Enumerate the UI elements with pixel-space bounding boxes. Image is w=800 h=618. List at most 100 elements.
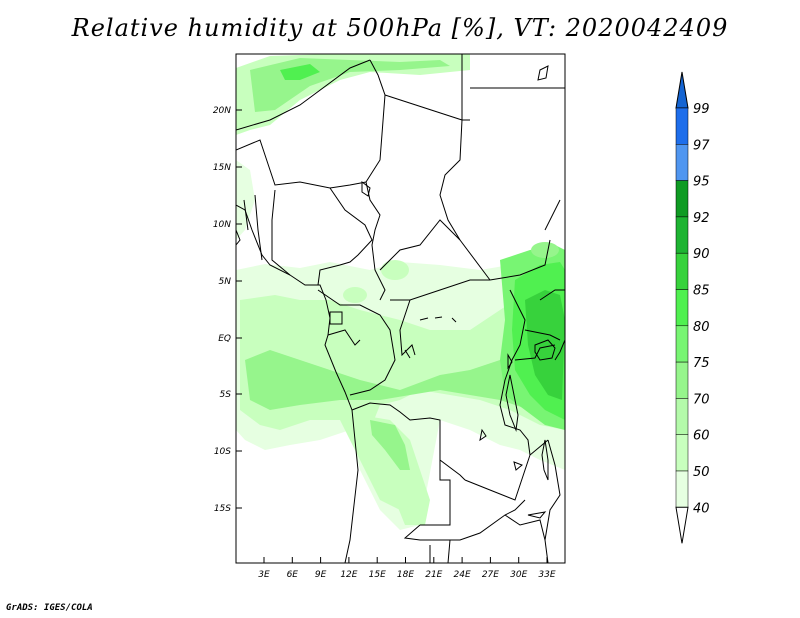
lake-kivu-icon — [507, 353, 513, 370]
border-rwanda-burundi — [514, 344, 556, 361]
lon-label: 9E — [315, 570, 327, 580]
colorbar-swatch — [675, 252, 689, 290]
humid-area-south-core — [370, 420, 410, 470]
border-uganda-kenya — [524, 289, 565, 341]
border-mozambique-tanzania — [544, 439, 561, 563]
lon-label: 21E — [425, 570, 442, 580]
border-car — [379, 219, 490, 301]
colorbar-label: 40 — [693, 501, 710, 516]
lon-label: 3E — [258, 570, 270, 580]
lon-label: 18E — [397, 570, 414, 580]
colorbar-swatch — [675, 180, 689, 218]
lon-label: 33E — [538, 570, 555, 580]
colorbar-label: 80 — [693, 320, 710, 335]
colorbar-label: 75 — [693, 356, 710, 371]
colorbar-label: 92 — [693, 211, 710, 226]
colorbar-legend: 99 97 95 92 90 85 80 75 70 60 50 40 — [675, 71, 710, 544]
border-drc-north — [399, 299, 416, 357]
border-chad-cameroon — [365, 181, 386, 301]
colorbar-swatch — [675, 398, 689, 435]
border-algeria-niger — [236, 59, 371, 131]
border-zambia-east — [464, 439, 549, 501]
border-drc-east — [499, 289, 531, 456]
border-zimbabwe — [504, 514, 546, 541]
humid-area-central-mid — [240, 290, 565, 510]
border-nigeria — [271, 187, 373, 286]
humid-area-east-lakes-peak — [525, 290, 565, 400]
colorbar-swatch — [675, 434, 689, 472]
border-angola-drc — [351, 402, 466, 481]
lat-label: 15N — [213, 163, 231, 173]
colorbar-label: 85 — [693, 284, 710, 299]
lat-label: 10S — [214, 447, 231, 457]
border-benin-togo — [243, 194, 263, 261]
longitude-labels: 3E 6E 9E 12E 15E 18E 21E 24E 27E 30E 33E — [258, 557, 556, 580]
country-borders — [236, 54, 565, 563]
credit-text: GrADS: IGES/COLA — [6, 603, 93, 613]
lat-label: 5S — [220, 390, 232, 400]
lon-label: 24E — [454, 570, 471, 580]
lon-label: 6E — [287, 570, 299, 580]
lon-label: 30E — [510, 570, 527, 580]
humid-area-west-coast — [236, 160, 255, 240]
lake-mweru-icon — [479, 428, 547, 519]
latitude-labels: 20N 15N 10N 5N EQ 5S 10S 15S — [213, 106, 242, 514]
border-libya-chad — [384, 94, 463, 121]
colorbar-label: 60 — [693, 429, 710, 444]
lat-label: 15S — [214, 504, 231, 514]
map-title: Relative humidity at 500hPa [%], VT: 202… — [71, 14, 729, 42]
colorbar-label: 99 — [693, 102, 710, 117]
humidity-fields — [236, 54, 565, 530]
humid-patch-2 — [343, 287, 367, 303]
lake-volta-icon — [236, 229, 241, 246]
colorbar-swatch — [675, 325, 689, 363]
lat-label: 10N — [213, 220, 231, 230]
border-chad-sudan — [439, 119, 491, 281]
lake-turkana-icon — [537, 65, 549, 81]
colorbar-bottom-arrow — [675, 506, 689, 544]
border-south-sudan — [489, 239, 551, 281]
map-frame — [235, 53, 566, 564]
river-drc-marks — [404, 316, 457, 359]
border-gabon — [327, 311, 361, 346]
border-namibia-botswana — [429, 539, 451, 563]
lat-label: EQ — [218, 334, 231, 344]
lon-label: 27E — [482, 570, 499, 580]
humid-patch-3 — [531, 242, 559, 258]
lat-label: 5N — [219, 277, 232, 287]
coastline-east-africa — [554, 339, 565, 361]
lake-tanganyika-icon — [505, 374, 519, 432]
lake-victoria-icon — [534, 339, 556, 361]
lon-label: 15E — [369, 570, 386, 580]
humid-area-south — [360, 415, 430, 525]
humid-area-north-core — [250, 58, 450, 112]
colorbar-swatch — [675, 107, 689, 145]
lakes — [236, 65, 556, 519]
border-cameroon-congo — [317, 289, 396, 396]
humid-area-central-core — [245, 310, 565, 420]
lon-label: 12E — [340, 570, 357, 580]
border-mali-niger — [236, 139, 367, 189]
colorbar-swatch — [675, 361, 689, 399]
colorbar-top-arrow — [675, 71, 689, 109]
border-sudan-ethiopia — [544, 199, 561, 231]
border-zambia-south — [403, 499, 526, 541]
humid-patch-1 — [381, 260, 409, 280]
colorbar-swatch — [675, 216, 689, 254]
humid-area-north-peak — [280, 64, 320, 80]
lat-label: 20N — [213, 106, 231, 116]
coastline-west-africa — [236, 204, 359, 563]
colorbar-label: 50 — [693, 465, 710, 480]
lake-chad-icon — [361, 181, 371, 197]
lake-malawi-icon — [541, 439, 549, 481]
colorbar-label: 97 — [693, 138, 710, 153]
colorbar-swatch — [675, 289, 689, 327]
colorbar-label: 70 — [693, 392, 710, 407]
border-libya-niger — [365, 59, 386, 183]
colorbar-label: 90 — [693, 247, 710, 262]
colorbar-label: 95 — [693, 175, 710, 190]
border-angola-zambia — [420, 460, 451, 526]
colorbar-swatch — [675, 144, 689, 181]
colorbar-swatch — [675, 470, 689, 508]
